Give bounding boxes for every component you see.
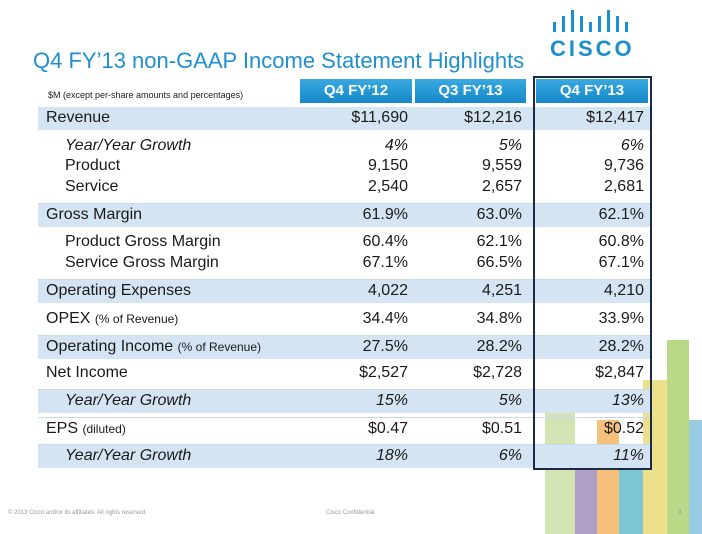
cell-value: 2,540 xyxy=(367,178,408,195)
logo-bars xyxy=(553,10,628,32)
row-band xyxy=(38,280,650,303)
row-label: Service xyxy=(65,177,118,197)
row-label: Year/Year Growth xyxy=(65,446,191,466)
label-note: (% of Revenue) xyxy=(94,312,179,326)
row-label: Product Gross Margin xyxy=(65,232,221,252)
cell-value: $2,527 xyxy=(359,364,408,381)
row-rule xyxy=(38,279,650,280)
row-label: Year/Year Growth xyxy=(65,136,191,156)
cell-value: $2,728 xyxy=(473,364,522,381)
cell-value: 6% xyxy=(620,137,644,154)
row-rule xyxy=(38,417,650,418)
cell-value: 66.5% xyxy=(476,254,522,271)
row-band xyxy=(38,445,650,468)
row-band xyxy=(38,107,650,130)
confidential: Cisco Confidential xyxy=(326,510,375,516)
label-text: Year/Year Growth xyxy=(65,447,192,464)
row-band xyxy=(38,336,650,359)
row-band xyxy=(38,390,650,413)
logo-text: CISCO xyxy=(550,36,635,61)
label-text: Product xyxy=(65,157,121,174)
cell-value: $0.51 xyxy=(481,420,522,437)
cell-value: 4,210 xyxy=(603,282,644,299)
copyright: © 2013 Cisco and/or its affiliates. All … xyxy=(8,510,147,516)
cell-value: $2,847 xyxy=(595,364,644,381)
page-number: 9 xyxy=(678,510,682,516)
row-rule xyxy=(38,335,650,336)
cell-value: 34.8% xyxy=(476,310,522,327)
cell-value: 62.1% xyxy=(476,233,522,250)
cell-value: 4,022 xyxy=(367,282,408,299)
row-rule xyxy=(38,444,650,445)
row-label: Operating Income (% of Revenue) xyxy=(46,337,261,357)
label-note: (diluted) xyxy=(82,422,126,436)
column-header: Q3 FY’13 xyxy=(415,79,526,103)
cell-value: 5% xyxy=(498,137,522,154)
row-label: Service Gross Margin xyxy=(65,253,219,273)
cell-value: 2,657 xyxy=(481,178,522,195)
cell-value: 9,150 xyxy=(367,157,408,174)
label-text: EPS xyxy=(46,420,79,437)
cell-value: $0.52 xyxy=(603,420,644,437)
label-text: Service Gross Margin xyxy=(65,254,219,271)
cell-value: 28.2% xyxy=(476,338,522,355)
cell-value: 4,251 xyxy=(481,282,522,299)
cell-value: 67.1% xyxy=(598,254,644,271)
row-label: Gross Margin xyxy=(46,205,142,225)
cell-value: 28.2% xyxy=(598,338,644,355)
label-text: Net Income xyxy=(46,364,128,381)
label-text: Year/Year Growth xyxy=(65,392,192,409)
cell-value: $11,690 xyxy=(351,109,408,126)
cell-value: 4% xyxy=(384,137,408,154)
row-band xyxy=(38,204,650,227)
cell-value: 18% xyxy=(375,447,408,464)
label-note: (% of Revenue) xyxy=(177,340,262,354)
label-text: Operating Income xyxy=(46,338,174,355)
cell-value: 33.9% xyxy=(598,310,644,327)
row-label: EPS (diluted) xyxy=(46,419,126,439)
row-label: OPEX (% of Revenue) xyxy=(46,309,178,329)
cell-value: 6% xyxy=(498,447,522,464)
label-text: Year/Year Growth xyxy=(65,137,192,154)
label-text: Revenue xyxy=(46,109,111,126)
caption: $M (except per-share amounts and percent… xyxy=(48,90,244,100)
row-rule xyxy=(38,389,650,390)
label-text: OPEX xyxy=(46,310,91,327)
cell-value: $12,417 xyxy=(586,109,644,126)
cell-value: 34.4% xyxy=(362,310,408,327)
cell-value: 5% xyxy=(498,392,522,409)
column-header: Q4 FY’13 xyxy=(536,79,648,103)
cell-value: 61.9% xyxy=(362,206,408,223)
label-text: Product Gross Margin xyxy=(65,233,221,250)
cell-value: 27.5% xyxy=(362,338,408,355)
title: Q4 FY’13 non-GAAP Income Statement Highl… xyxy=(33,48,525,73)
column-header: Q4 FY’12 xyxy=(300,79,412,103)
row-label: Operating Expenses xyxy=(46,281,191,301)
cell-value: 67.1% xyxy=(362,254,408,271)
cell-value: 11% xyxy=(613,447,644,464)
row-label: Net Income xyxy=(46,363,128,383)
label-text: Operating Expenses xyxy=(46,282,191,299)
cell-value: $12,216 xyxy=(464,109,522,126)
cell-value: 60.4% xyxy=(362,233,408,250)
cell-value: 62.1% xyxy=(598,206,644,223)
cell-value: 15% xyxy=(375,392,408,409)
cell-value: 9,559 xyxy=(481,157,522,174)
cell-value: 13% xyxy=(611,392,644,409)
cell-value: $0.47 xyxy=(367,420,408,437)
label-text: Gross Margin xyxy=(46,206,143,223)
cell-value: 2,681 xyxy=(603,178,644,195)
row-label: Revenue xyxy=(46,108,110,128)
row-label: Year/Year Growth xyxy=(65,391,191,411)
label-text: Service xyxy=(65,178,119,195)
cell-value: 60.8% xyxy=(598,233,644,250)
cell-value: 9,736 xyxy=(603,157,644,174)
cell-value: 63.0% xyxy=(476,206,522,223)
row-label: Product xyxy=(65,156,120,176)
row-rule xyxy=(38,203,650,204)
highlight-box xyxy=(533,76,652,470)
